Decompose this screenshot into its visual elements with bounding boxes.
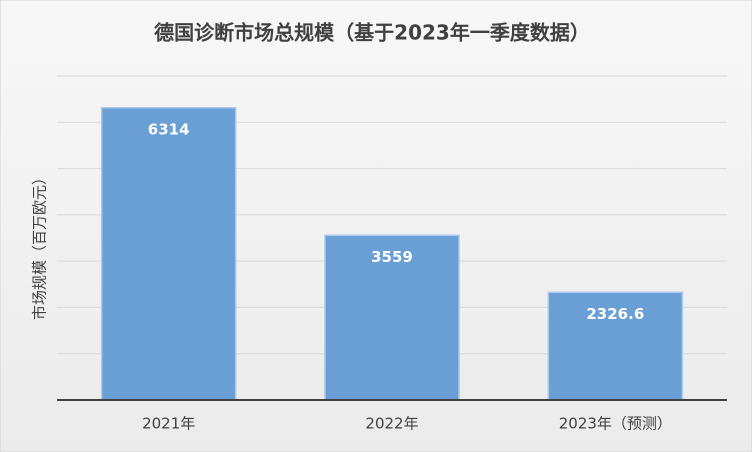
x-tick-label: 2021年	[142, 415, 195, 433]
data-label: 6314	[148, 120, 190, 138]
y-axis-label: 市场规模（百万欧元）	[31, 170, 49, 320]
bar	[100, 107, 237, 401]
data-label: 3559	[371, 248, 413, 266]
data-label: 2326.6	[586, 305, 644, 323]
bar	[324, 234, 460, 401]
x-tick-label: 2023年（预测）	[559, 415, 672, 433]
plot: 6314 3559 2326.6	[100, 107, 684, 401]
bar	[547, 291, 684, 401]
chart-title: 德国诊断市场总规模（基于2023年一季度数据）	[154, 21, 590, 45]
x-tick-label: 2022年	[365, 415, 418, 433]
